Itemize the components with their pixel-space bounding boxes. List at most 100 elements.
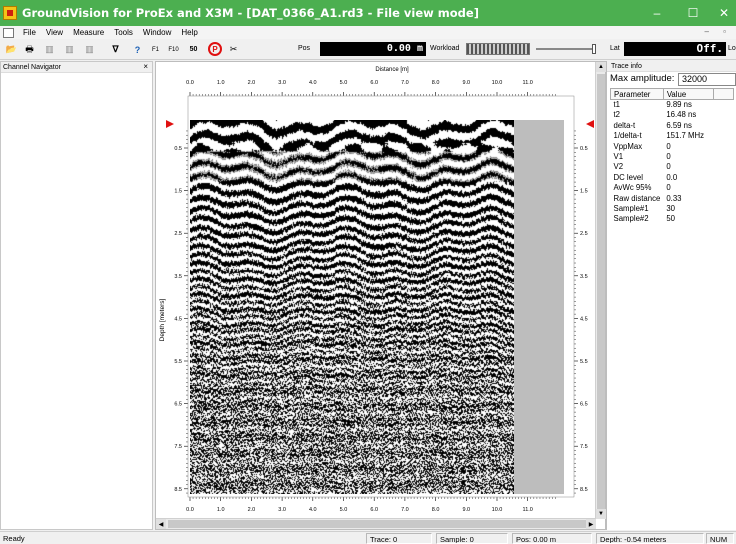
param-cell: t2 — [613, 110, 621, 120]
print-icon[interactable]: 🖶 — [25, 43, 34, 54]
column-header-parameter[interactable]: Parameter — [610, 88, 664, 100]
y-tick-label: 0.5 — [174, 146, 182, 152]
x-tick-label: 1.0 — [217, 507, 225, 513]
left-marker-icon[interactable] — [166, 120, 174, 128]
vertical-scroll-thumb[interactable] — [597, 74, 605, 516]
filter-icon[interactable]: ∇ — [112, 44, 119, 54]
navigator-title: Channel Navigator — [1, 62, 152, 73]
scroll-right-icon[interactable]: ▶ — [586, 519, 596, 529]
marker-50-icon[interactable]: 50 — [189, 46, 198, 53]
menu-view[interactable]: View — [45, 28, 64, 37]
x-tick-label: 0.0 — [186, 80, 194, 86]
value-cell: 6.59 ns — [666, 120, 692, 130]
radargram-plot[interactable]: Distance [m] Depth [meters] 0.0 1.0 2.0 3.0… — [156, 62, 596, 518]
x-tick-label: 5.0 — [340, 507, 348, 513]
y-tick-label: 0.5 — [580, 146, 588, 152]
horizontal-scroll-thumb[interactable] — [168, 520, 586, 528]
column-header-extra[interactable] — [712, 88, 734, 100]
x-tick-label: 8.0 — [432, 507, 440, 513]
marker-f1-icon[interactable]: F1 — [151, 46, 159, 53]
vertical-scrollbar[interactable]: ▲ ▼ — [595, 62, 606, 519]
mdi-controls[interactable]: – ▫ — [704, 27, 732, 36]
y-tick-label: 6.5 — [580, 402, 588, 408]
x-tick-label: 2.0 — [248, 80, 256, 86]
y-tick-label: 8.5 — [580, 487, 588, 493]
table-row: AvWc 95% 0 — [611, 183, 734, 193]
y-ticks-right: 0.5 1.5 2.5 3.5 4.5 5.5 6.5 7.5 8.5 — [574, 130, 588, 494]
stop-icon[interactable]: P — [208, 42, 222, 56]
param-cell: VppMax — [613, 141, 643, 151]
trace-parameters-table: Parameter Value t1 9.89 ns t2 16.48 ns del… — [610, 88, 734, 225]
horizontal-scrollbar[interactable]: ◀ ▶ — [156, 518, 596, 529]
value-cell: 16.48 ns — [666, 110, 697, 120]
x-tick-label: 6.0 — [370, 80, 378, 86]
column-header-value[interactable]: Value — [662, 88, 714, 100]
value-cell: 0.0 — [666, 172, 678, 182]
scroll-up-icon[interactable]: ▲ — [596, 62, 606, 72]
menu-tools[interactable]: Tools — [114, 28, 133, 37]
value-cell: 0 — [666, 141, 671, 151]
open-folder-icon[interactable]: 📂 — [5, 44, 18, 54]
y-tick-label: 7.5 — [580, 444, 588, 450]
menu-window[interactable]: Window — [142, 28, 172, 37]
y-tick-label: 7.5 — [174, 444, 182, 450]
menu-measure[interactable]: Measure — [73, 28, 105, 37]
radargram-image — [190, 120, 514, 494]
param-cell: V1 — [613, 152, 624, 162]
value-cell: 0 — [666, 162, 671, 172]
table-row: VppMax 0 — [611, 142, 734, 152]
table-row: t1 9.89 ns — [611, 100, 734, 111]
param-cell: 1/delta-t — [613, 131, 642, 141]
y-tick-label: 5.5 — [580, 359, 588, 365]
table-row: Sample#1 30 — [611, 204, 734, 214]
y-tick-label: 3.5 — [174, 274, 182, 280]
status-ready: Ready — [3, 534, 25, 543]
lo-label: Lo — [728, 45, 736, 52]
position-display: 0.00 m — [320, 42, 426, 56]
table-row: t2 16.48 ns — [611, 110, 734, 120]
status-sample: Sample: 0 — [436, 533, 508, 544]
menu-help[interactable]: Help — [181, 28, 198, 37]
x-tick-label: 6.0 — [370, 507, 378, 513]
x-tick-label: 4.0 — [309, 80, 317, 86]
y-tick-label: 8.5 — [174, 487, 182, 493]
tools-icon[interactable]: ✂ — [229, 44, 238, 54]
x-tick-label: 10.0 — [492, 80, 503, 86]
table-row: 1/delta-t 151.7 MHz — [611, 131, 734, 141]
y-tick-label: 1.5 — [580, 189, 588, 195]
document-icon[interactable] — [3, 27, 14, 38]
table-row: DC level 0.0 — [611, 173, 734, 183]
param-cell: DC level — [613, 172, 643, 182]
title-bar: GroundVision for ProEx and X3M - [DAT_03… — [0, 0, 736, 26]
doc-3-icon[interactable]: ▥ — [85, 44, 94, 54]
max-amplitude-input[interactable]: 32000 — [678, 73, 736, 86]
maximize-button[interactable]: ☐ — [687, 6, 699, 20]
param-cell: delta-t — [613, 120, 636, 130]
menu-bar: File View Measure Tools Window Help – ▫ — [0, 26, 736, 39]
minimize-button[interactable]: – — [653, 6, 661, 20]
window-title: GroundVision for ProEx and X3M - [DAT_03… — [22, 6, 479, 20]
radargram-viewer: Distance [m] Depth [meters] 0.0 1.0 2.0 3.0… — [155, 61, 606, 530]
x-ticks-top: 0.0 1.0 2.0 3.0 4.0 5.0 6.0 7.0 8.0 9.0 10.0 11.0 — [186, 80, 556, 96]
param-cell: Sample#1 — [613, 204, 649, 214]
marker-f10-icon[interactable]: F10 — [168, 46, 179, 53]
value-cell: 0.33 — [666, 193, 682, 203]
doc-2-icon[interactable]: ▥ — [65, 44, 74, 54]
table-row: V2 0 — [611, 162, 734, 172]
help-icon[interactable]: ? — [134, 44, 141, 55]
right-marker-icon[interactable] — [586, 120, 594, 128]
table-row: Raw distance 0.33 — [611, 194, 734, 204]
menu-file[interactable]: File — [23, 28, 36, 37]
status-num: NUM — [706, 533, 734, 544]
doc-1-icon[interactable]: ▥ — [45, 44, 54, 54]
navigator-close-icon[interactable]: × — [143, 62, 148, 71]
slider-thumb[interactable] — [592, 44, 596, 54]
param-cell: t1 — [613, 100, 621, 109]
scroll-down-icon[interactable]: ▼ — [596, 509, 606, 519]
gain-slider[interactable] — [536, 44, 598, 54]
close-button[interactable]: ✕ — [718, 6, 730, 20]
x-tick-label: 9.0 — [462, 80, 470, 86]
scroll-left-icon[interactable]: ◀ — [156, 519, 166, 529]
status-trace: Trace: 0 — [366, 533, 432, 544]
y-tick-label: 1.5 — [174, 189, 182, 195]
